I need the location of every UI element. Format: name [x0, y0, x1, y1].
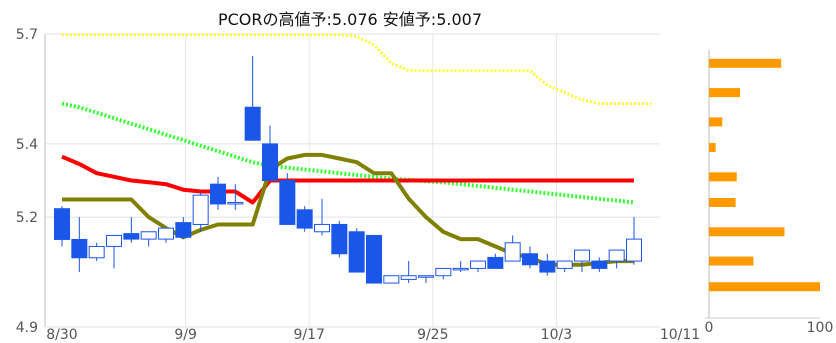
candle-body	[505, 243, 520, 261]
candle	[557, 261, 572, 272]
candle	[159, 228, 174, 243]
candle-body	[609, 250, 624, 261]
candle	[609, 250, 624, 268]
candle	[367, 235, 382, 283]
candle-body	[540, 261, 555, 272]
candle	[193, 191, 208, 231]
candle-body	[176, 223, 191, 238]
candle	[488, 254, 503, 269]
candle-body	[523, 254, 538, 265]
volume-bar	[709, 59, 781, 68]
candle-body	[107, 235, 122, 246]
volume-profile: 0 100	[705, 50, 834, 336]
candle-body	[557, 261, 572, 268]
volume-bar	[709, 198, 736, 207]
candle	[211, 177, 226, 210]
chart-title: PCORの高値予:5.076 安値予:5.007	[218, 10, 482, 29]
candle-body	[72, 239, 87, 257]
candle	[263, 126, 278, 181]
candlesticks	[55, 56, 642, 283]
candle-body	[401, 276, 416, 280]
volume-bar	[709, 227, 784, 236]
x-tick-label: 9/9	[174, 327, 197, 343]
candle	[89, 243, 104, 261]
candle	[401, 261, 416, 283]
short-ma-line	[62, 155, 634, 265]
candle-body	[488, 257, 503, 268]
candle-body	[141, 232, 156, 239]
candle	[349, 228, 364, 272]
candle-body	[575, 250, 590, 261]
candle	[592, 257, 607, 272]
volume-tick-label: 0	[705, 320, 714, 336]
candle-body	[419, 276, 434, 278]
y-axis-ticks: 4.9 5.2 5.4 5.7	[16, 27, 38, 336]
candle-body	[280, 181, 295, 225]
candle-body	[228, 202, 243, 204]
candle	[72, 217, 87, 272]
candle	[523, 246, 538, 268]
candle	[540, 254, 555, 276]
candle-body	[211, 184, 226, 204]
candle-body	[384, 276, 399, 283]
y-tick-label: 4.9	[16, 320, 38, 336]
candle-body	[159, 228, 174, 239]
x-tick-label: 9/25	[417, 327, 448, 343]
candle-body	[367, 235, 382, 283]
candle-body	[55, 209, 70, 240]
candle	[627, 217, 642, 265]
candle	[505, 235, 520, 261]
candle-body	[89, 246, 104, 257]
candle-body	[332, 224, 347, 253]
candle-body	[245, 107, 260, 140]
volume-bar	[709, 143, 716, 152]
candle	[55, 206, 70, 246]
candle	[176, 217, 191, 239]
candle	[384, 276, 399, 283]
candle-body	[193, 195, 208, 224]
candle-body	[263, 144, 278, 181]
candle	[332, 221, 347, 258]
volume-tick-label: 100	[807, 320, 834, 336]
candle	[245, 56, 260, 140]
candle-body	[627, 239, 642, 261]
candle-body	[436, 268, 451, 275]
volume-bar	[709, 117, 722, 126]
candle-body	[349, 232, 364, 272]
x-axis-ticks: 8/30 9/9 9/17 9/25 10/3 10/11	[46, 327, 700, 343]
x-tick-label: 9/17	[293, 327, 324, 343]
candle-body	[315, 224, 330, 231]
long-ma-line	[62, 104, 634, 203]
candle	[453, 261, 468, 272]
candle	[141, 232, 156, 247]
x-tick-label: 10/11	[660, 327, 700, 343]
candle	[436, 268, 451, 279]
candle	[575, 250, 590, 272]
volume-bar	[709, 88, 740, 97]
y-tick-label: 5.7	[16, 27, 38, 43]
candle-body	[297, 210, 312, 228]
candle	[107, 235, 122, 268]
candle-body	[471, 261, 486, 268]
x-tick-label: 8/30	[46, 327, 77, 343]
mid-ma-line	[62, 157, 634, 203]
candle	[419, 276, 434, 283]
x-tick-label: 10/3	[541, 327, 572, 343]
candle	[471, 261, 486, 272]
candle	[297, 206, 312, 232]
volume-bar	[709, 172, 737, 181]
upper-band-line	[62, 35, 651, 104]
candle	[124, 217, 139, 243]
candle-body	[453, 268, 468, 270]
candle-body	[124, 234, 139, 239]
candle	[280, 173, 295, 224]
y-tick-label: 5.4	[16, 137, 38, 153]
candle-body	[592, 261, 607, 268]
volume-bar	[709, 257, 753, 266]
volume-bar	[709, 282, 820, 291]
y-tick-label: 5.2	[16, 210, 38, 226]
